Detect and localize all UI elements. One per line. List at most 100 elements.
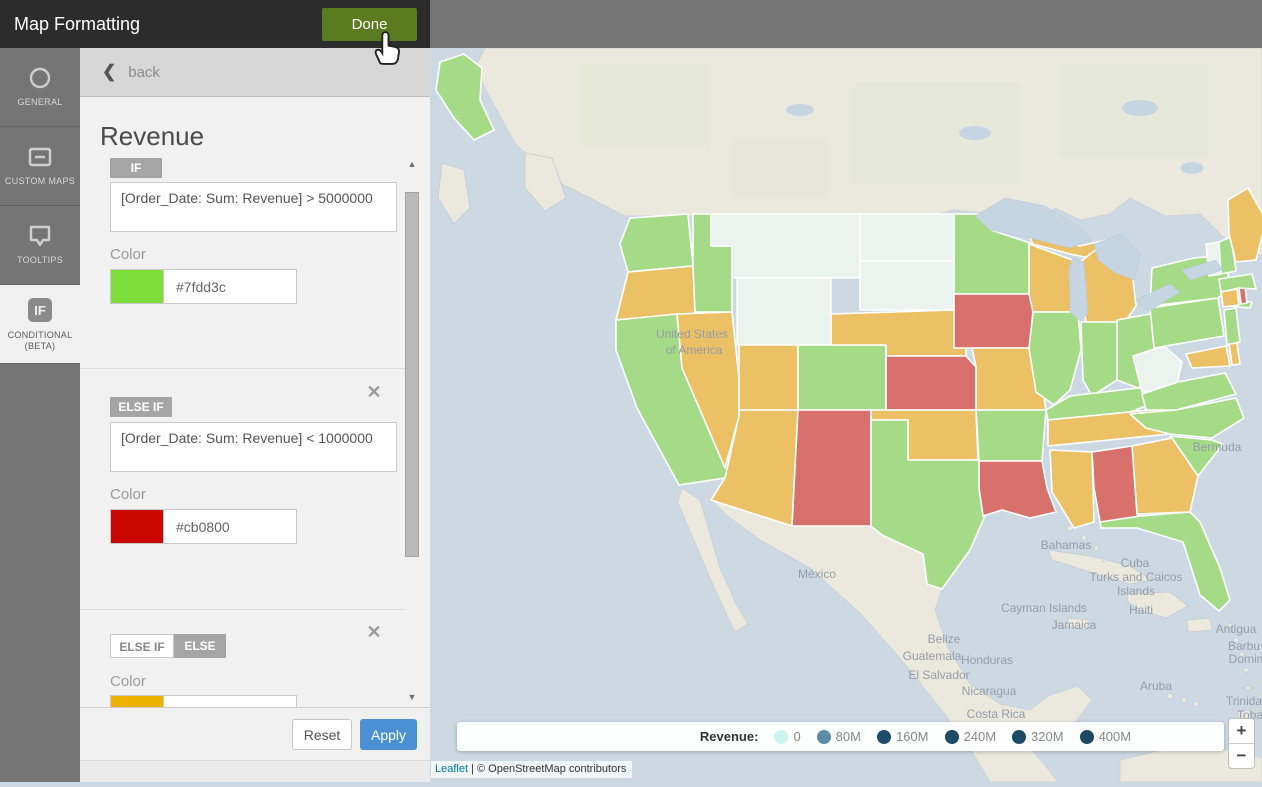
legend-title: Revenue:	[699, 729, 759, 744]
scroll-up-arrow[interactable]: ▲	[407, 159, 417, 169]
sidebar: GENERAL CUSTOM MAPS TOOLTIPS IF CONDITIO…	[0, 48, 80, 782]
color-label: Color	[110, 673, 146, 690]
state-CO	[797, 344, 887, 411]
state-NJ	[1223, 307, 1241, 346]
color-swatch[interactable]	[110, 269, 163, 304]
svg-text:Islands: Islands	[1117, 584, 1155, 598]
tooltip-icon	[29, 226, 51, 247]
reset-button[interactable]: Reset	[292, 719, 352, 750]
state-DE	[1228, 342, 1241, 366]
svg-text:of America: of America	[666, 343, 723, 357]
color-hex-input[interactable]	[163, 695, 297, 707]
canada-landmass	[437, 47, 1262, 257]
svg-text:Barbu: Barbu	[1228, 639, 1260, 653]
svg-text:Cayman Islands: Cayman Islands	[1001, 601, 1087, 615]
if-badge: IF	[110, 158, 162, 178]
state-NC	[1129, 397, 1245, 439]
us-states[interactable]	[435, 53, 1262, 612]
svg-text:Jamaica: Jamaica	[1052, 618, 1097, 632]
svg-text:Trinida: Trinida	[1226, 694, 1262, 708]
state-FL	[1099, 511, 1231, 612]
state-AK	[435, 53, 495, 141]
sidebar-item-conditional[interactable]: IF CONDITIONAL (BETA)	[0, 285, 80, 364]
else-toggle[interactable]: ELSE	[174, 634, 226, 658]
state-SD	[859, 260, 955, 311]
great-lakes	[974, 197, 1224, 321]
custom-maps-icon	[28, 148, 52, 167]
legend-item: 160M	[876, 729, 929, 744]
svg-text:El Salvador: El Salvador	[908, 668, 969, 682]
state-TX	[870, 419, 993, 590]
state-IN	[1080, 321, 1118, 397]
color-hex-input[interactable]	[163, 269, 297, 304]
state-AL	[1091, 445, 1141, 523]
circle-icon	[29, 68, 51, 89]
panel-title: Revenue	[100, 121, 205, 151]
color-hex-input[interactable]	[163, 509, 297, 544]
state-AR	[975, 409, 1047, 462]
legend-item: 80M	[816, 729, 861, 744]
app-header: Map Formatting Done	[0, 0, 430, 48]
legend-dot	[1079, 729, 1094, 744]
panel-footer: Reset Apply	[80, 707, 430, 760]
color-swatch[interactable]	[110, 695, 163, 707]
state-ND	[859, 213, 955, 262]
sidebar-item-custom-maps[interactable]: CUSTOM MAPS	[0, 127, 80, 206]
legend-item: 400M	[1079, 729, 1131, 744]
map-legend: Revenue: 0 80M 160M 240M 320M 400M	[457, 722, 1224, 751]
state-ME	[1227, 187, 1262, 263]
state-WY	[736, 277, 832, 346]
map-labels: United States of America México Bermuda Baha…	[656, 327, 1262, 722]
color-label: Color	[110, 246, 146, 263]
svg-text:Turks and Caicos: Turks and Caicos	[1090, 570, 1183, 584]
state-KS	[885, 355, 977, 411]
remove-condition-button[interactable]: ✕	[366, 622, 382, 642]
state-IA	[953, 293, 1039, 349]
elseif-badge: ELSE IF	[110, 397, 172, 417]
scroll-down-arrow[interactable]: ▼	[407, 692, 417, 702]
sidebar-item-tooltips[interactable]: TOOLTIPS	[0, 206, 80, 285]
legend-dot	[944, 729, 959, 744]
elseif-toggle[interactable]: ELSE IF	[110, 634, 174, 658]
apply-button[interactable]: Apply	[360, 719, 417, 750]
elseif-expression-input[interactable]	[110, 422, 397, 472]
svg-text:Bahamas: Bahamas	[1041, 538, 1092, 552]
state-MT	[710, 213, 861, 279]
map-attribution: Leaflet | © OpenStreetMap contributors	[431, 761, 633, 778]
if-expression-input[interactable]	[110, 182, 397, 232]
state-MD	[1185, 345, 1231, 369]
back-button[interactable]: ❮ back	[80, 48, 430, 97]
svg-text:Costa Rica: Costa Rica	[967, 707, 1026, 721]
svg-text:Guatemala: Guatemala	[903, 649, 962, 663]
map-top-bar	[430, 0, 1262, 48]
zoom-out-button[interactable]: −	[1229, 744, 1254, 768]
done-button[interactable]: Done	[322, 8, 417, 41]
remove-condition-button[interactable]: ✕	[366, 382, 382, 402]
formatting-panel: ❮ back Revenue IF Color ✕ ELSE IF Color …	[80, 48, 430, 782]
state-MS	[1049, 449, 1095, 529]
color-swatch[interactable]	[110, 509, 163, 544]
panel-scrollbar[interactable]: ▲ ▼	[405, 158, 419, 703]
legend-item: 240M	[944, 729, 996, 744]
svg-text:Bermuda: Bermuda	[1193, 440, 1242, 454]
state-WA	[619, 213, 694, 273]
legend-item: 320M	[1012, 729, 1064, 744]
scrollbar-thumb[interactable]	[405, 192, 419, 557]
section-divider	[80, 609, 405, 610]
panel-bottom-strip	[80, 760, 430, 782]
map-zoom-control: + −	[1228, 718, 1255, 769]
svg-text:México: México	[798, 567, 836, 581]
svg-text:Belize: Belize	[928, 632, 961, 646]
svg-text:Honduras: Honduras	[961, 653, 1013, 667]
legend-dot	[876, 729, 891, 744]
zoom-in-button[interactable]: +	[1229, 719, 1254, 744]
color-label: Color	[110, 486, 146, 503]
page-title: Map Formatting	[14, 14, 141, 34]
svg-text:Antigua: Antigua	[1216, 622, 1257, 636]
state-VA	[1141, 372, 1237, 411]
map-canvas[interactable]: United States of America México Bermuda Baha…	[430, 47, 1262, 783]
svg-text:IF: IF	[34, 303, 46, 318]
leaflet-link[interactable]: Leaflet	[435, 763, 469, 775]
sidebar-item-general[interactable]: GENERAL	[0, 48, 80, 127]
state-RI	[1238, 286, 1248, 305]
